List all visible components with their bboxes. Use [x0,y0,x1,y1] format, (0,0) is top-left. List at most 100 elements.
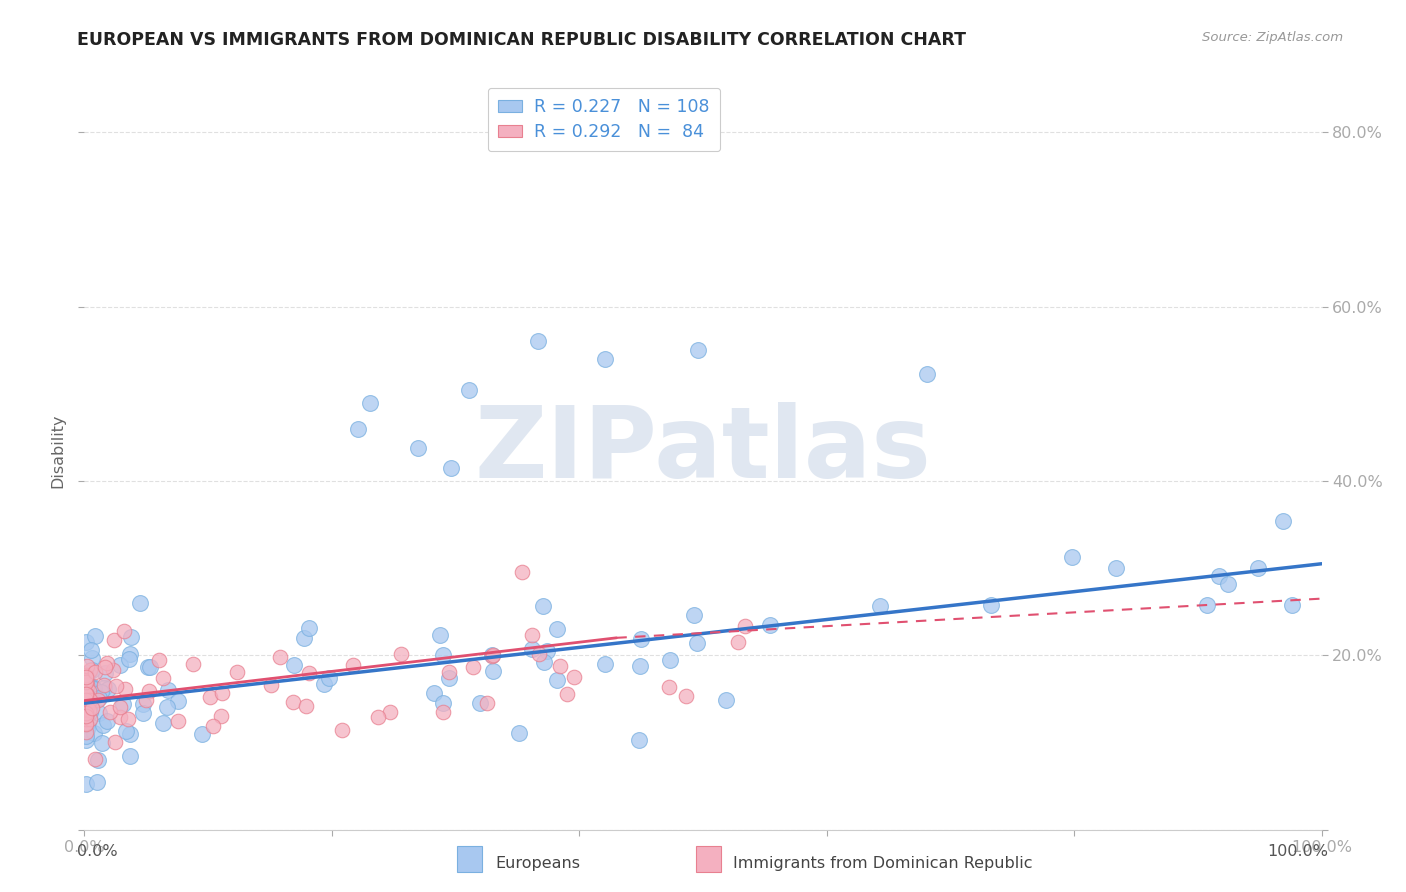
Point [104,735,127,749]
Point [152,671,174,685]
Point [79,705,101,719]
Point [75,675,97,690]
Point [734,619,756,633]
Point [312,676,335,690]
Point [135,693,157,707]
Point [115,724,138,739]
Point [1208,569,1230,583]
Point [75,712,97,726]
Point [75,679,97,693]
Text: Immigrants from Dominican Republic: Immigrants from Dominican Republic [733,855,1032,871]
Point [76,667,98,681]
Point [86,774,108,789]
Point [367,710,389,724]
Point [83,629,105,643]
Point [114,682,136,697]
Point [77,684,100,698]
Point [380,705,402,719]
Point [79,663,101,677]
Point [536,644,558,658]
Point [659,653,682,667]
Point [120,647,142,661]
Point [1218,576,1240,591]
Y-axis label: Disability: Disability [51,413,66,488]
Point [481,649,503,664]
Point [437,671,460,685]
Point [75,715,97,730]
Text: Europeans: Europeans [495,855,579,871]
Point [103,633,125,648]
Point [529,647,551,661]
Point [686,636,709,650]
Point [80,680,103,694]
Point [201,719,224,733]
Point [298,665,321,680]
Point [439,461,461,475]
Point [628,733,651,747]
Point [75,729,97,743]
Point [359,395,381,409]
Point [512,566,534,580]
Point [562,670,585,684]
Point [136,660,159,674]
Point [75,733,97,747]
Point [75,696,97,710]
Point [75,676,97,690]
Text: ZIPatlas: ZIPatlas [475,402,931,499]
Point [93,681,115,695]
Point [80,690,103,705]
Point [80,643,103,657]
Point [82,680,104,694]
Point [104,680,127,694]
Point [555,688,578,702]
Point [683,608,706,623]
Point [77,703,100,717]
Point [108,710,131,724]
Point [546,622,568,636]
Point [292,631,315,645]
Point [83,752,105,766]
Point [75,687,97,701]
Point [200,690,222,704]
Point [727,634,749,648]
Point [688,343,710,358]
Point [110,699,132,714]
Point [432,705,454,719]
Point [75,667,97,681]
Point [1197,598,1219,612]
Point [118,748,141,763]
Point [630,632,652,646]
Text: 0.0%: 0.0% [77,845,118,860]
Point [463,660,485,674]
Point [166,694,188,708]
Point [75,709,97,723]
Point [138,660,160,674]
Point [520,641,543,656]
Point [75,712,97,726]
Point [76,682,98,697]
Point [75,725,97,739]
Point [156,700,179,714]
Point [97,682,120,697]
Point [83,682,105,697]
Point [458,383,481,397]
Point [120,630,142,644]
Point [112,624,135,639]
Point [75,777,97,791]
Point [138,683,160,698]
Point [77,698,100,712]
Point [432,648,454,663]
Point [508,726,530,740]
Point [79,712,101,726]
Point [675,689,697,703]
Point [75,705,97,719]
Point [75,634,97,648]
Point [117,712,139,726]
Point [226,665,249,679]
Point [389,648,412,662]
Point [76,659,98,673]
Point [75,706,97,720]
Point [468,696,491,710]
Point [548,659,571,673]
Point [298,621,321,635]
